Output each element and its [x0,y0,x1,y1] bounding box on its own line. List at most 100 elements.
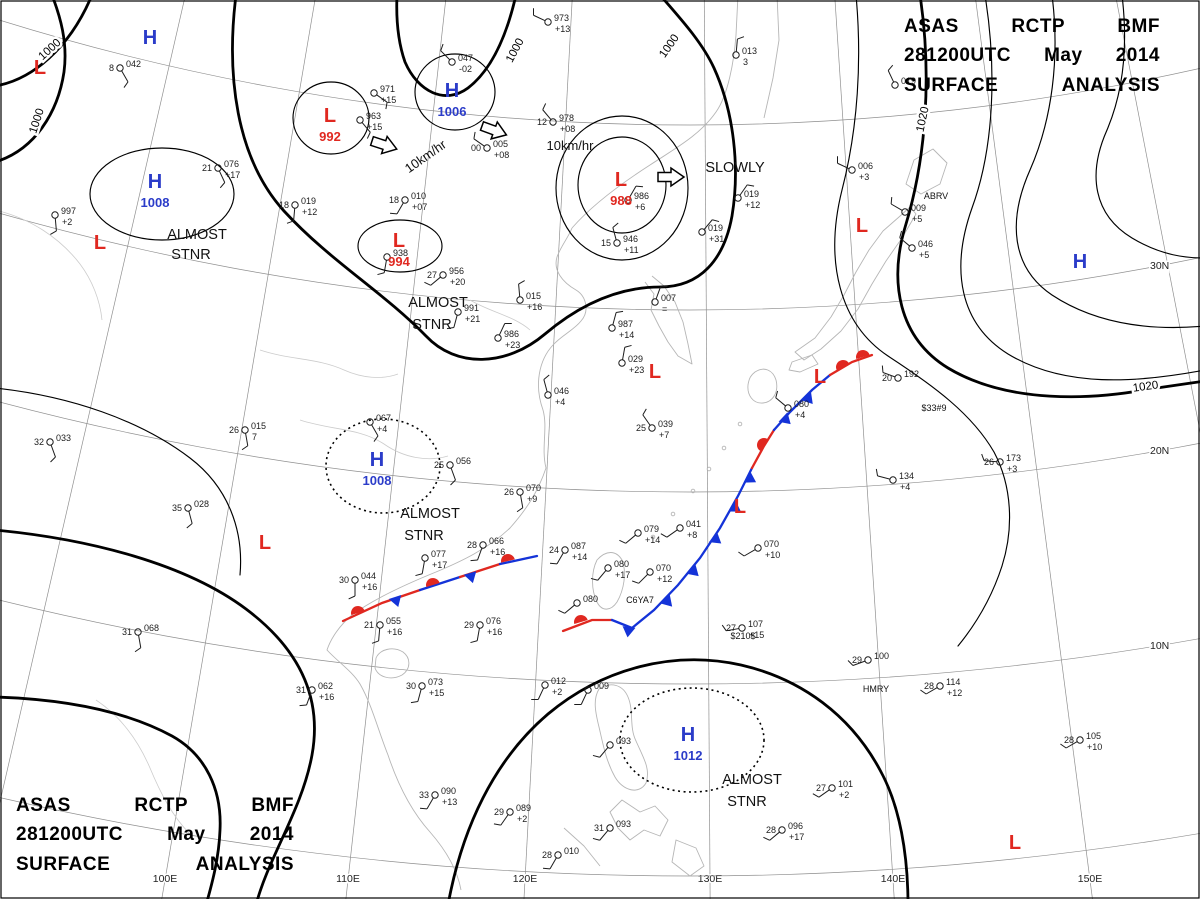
station-pressure: 005 [493,139,508,149]
station-plot: 047-02 [440,43,473,74]
station-plot: 30 073+15 [406,677,444,704]
station-tendency: +23 [629,365,644,375]
cold-front-triangle [708,531,722,544]
coastline [905,148,948,195]
station-circle [606,741,614,749]
station-pressure: 019 [901,76,916,86]
station-tendency: +14 [572,552,587,562]
wind-barb [371,424,379,437]
station-tendency: +7 [659,430,669,440]
station-circle [356,116,364,124]
wind-barb [549,857,557,870]
wind-barb-tick [981,453,985,461]
station-circle [848,166,856,174]
station-tendency: +15 [749,630,764,640]
station-circle [606,824,614,832]
pressure-center-letter: H [370,449,384,471]
wind-barb [498,323,506,336]
station-circle [418,682,426,690]
station-tendency: +4 [900,482,910,492]
title-line-1: ASAS RCTP BMF [16,794,294,816]
terrain-line [95,699,191,835]
wind-barb [642,414,651,426]
cold-front-triangle [728,500,741,512]
wind-barb [542,109,552,120]
station-plot: 26 173+3 [981,453,1021,474]
station-plot: 25 056 [434,456,471,486]
station-circle [241,426,249,434]
wind-barb-tick [763,836,770,841]
station-plot: 15 946+11 [601,222,639,255]
wind-barb-tick [737,36,745,40]
wind-barb [383,260,387,273]
station-tendency: +4 [795,410,805,420]
station-tendency: +2 [552,687,562,697]
station-circle [634,529,642,537]
isobar [357,219,443,273]
station-plot: 31 068 [122,623,159,653]
station-circle [383,253,391,261]
station-tendency: +17 [615,570,630,580]
isobar [414,53,496,131]
terrain-line [469,299,531,331]
station-pressure: 077 [431,549,446,559]
coastline [671,839,705,877]
wind-barb [476,628,480,641]
coastline [563,827,601,867]
station-pressure: 009 [594,681,609,691]
pressure-center-letter: L [856,215,868,237]
wind-barb [769,831,780,841]
station-pressure: 080 [794,399,809,409]
warm-front-semicircle [757,438,768,451]
station-plot: 29 076+16 [464,616,502,644]
station-pressure: 070 [764,539,779,549]
longitude-label: 110E [336,873,360,885]
station-pressure: 006 [858,161,873,171]
station-plot: 28 105+10 [1060,731,1102,752]
station-plot: 134+4 [875,468,914,492]
longitude-label: 130E [698,873,723,885]
pressure-center-L-994: L 994 [388,230,410,269]
station-tendency: +3 [1007,464,1017,474]
map-annotation: 10km/hr [547,138,595,153]
station-tendency: +14 [619,330,634,340]
wind-barb-tick [812,793,820,798]
longitude-line [1116,0,1200,433]
station-circle [648,424,656,432]
isobar [0,695,222,899]
station-plot: 046+5 [899,230,933,260]
wind-barb [726,628,739,632]
pressure-center-L: L [94,232,106,254]
wind-barb [666,529,678,538]
pressure-center-letter: L [94,232,106,254]
station-plot: 070+10 [738,539,780,560]
station-tendency: +11 [624,245,639,255]
station-circle [996,458,1004,466]
station-plot: 33 090+13 [419,786,457,810]
pressure-center-H-1008: H 1008 [363,449,392,488]
station-temp: 31 [296,685,306,695]
station-plot: 029+23 [618,344,644,375]
station-temp: 28 [766,825,776,835]
wind-barb-tick [543,374,550,380]
station-pressure: 963 [366,111,381,121]
station-pressure: 100 [874,651,889,661]
station-tendency: +15 [429,688,444,698]
map-annotation: $210$ [730,631,755,641]
station-pressure: 986 [504,329,519,339]
map-annotation: $33#9 [921,403,946,413]
station-plot: 012+2 [531,676,566,701]
station-circle [308,686,316,694]
station-pressure: 068 [144,623,159,633]
station-plot: 21 076+17 [202,159,240,189]
isobar-label: 1020 [1132,379,1159,394]
station-circle [778,826,786,834]
station-circle [732,51,740,59]
terrain-line [259,349,399,378]
wind-barb [450,467,456,481]
station-temp: 28 [1064,735,1074,745]
station-tendency: +16 [487,627,502,637]
wind-barb-tick [373,435,379,442]
